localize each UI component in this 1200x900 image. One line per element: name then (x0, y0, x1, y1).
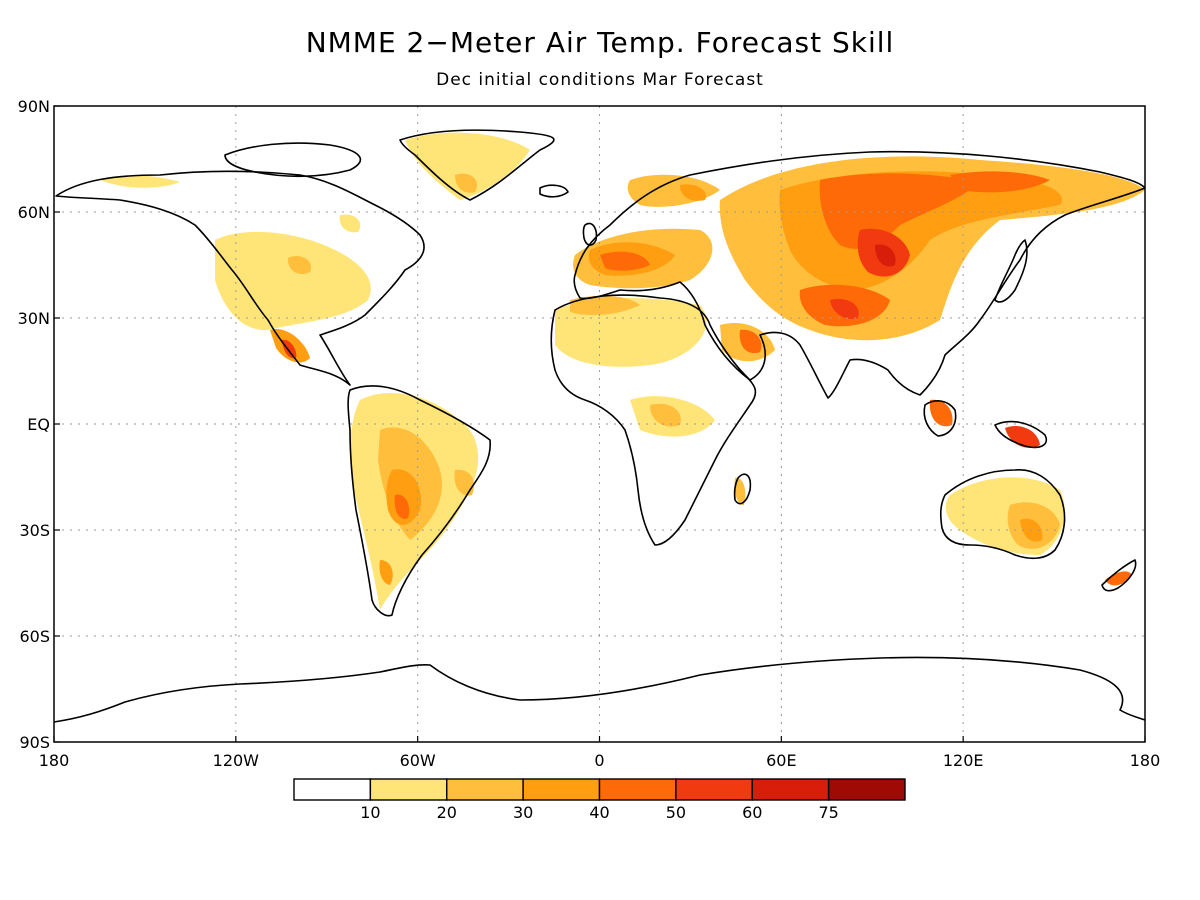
colorbar-swatch (522, 778, 601, 801)
colorbar-swatch (827, 778, 906, 801)
coastline-new-guinea (994, 420, 1047, 449)
colorbar-label: 20 (437, 803, 457, 822)
coastline-antarctica (54, 656, 1145, 723)
colorbar-label: 40 (589, 803, 609, 822)
lon-tick-label: 180 (1130, 751, 1161, 770)
coastline-borneo (923, 400, 957, 437)
coastline-uk (582, 222, 598, 246)
coastline-greenland (399, 129, 555, 201)
coastline-madagascar (733, 473, 752, 505)
skill-colorbar: 10 20 30 40 50 60 75 (293, 778, 906, 822)
shading-europe (573, 174, 720, 289)
colorbar-swatch (369, 778, 448, 801)
colorbar-swatch (751, 778, 830, 801)
lat-tick-label: 60S (19, 627, 50, 646)
colorbar-label: 10 (360, 803, 380, 822)
coastline-eurasia (573, 150, 1145, 399)
lat-tick-label: 60N (18, 203, 50, 222)
lon-tick-label: 60W (400, 751, 436, 770)
lat-tick-label: EQ (27, 415, 50, 434)
coastline-north-america (55, 170, 425, 386)
lat-tick-label: 90S (19, 733, 50, 752)
coastline-south-america (347, 385, 491, 617)
coastlines (54, 129, 1145, 723)
lon-tick-label: 180 (39, 751, 70, 770)
lon-tick-label: 120W (213, 751, 260, 770)
lat-tick-label: 30N (18, 309, 50, 328)
shading-australia (945, 425, 1132, 586)
lat-tick-label: 30S (19, 521, 50, 540)
colorbar-label: 75 (818, 803, 838, 822)
colorbar-swatch (446, 778, 524, 801)
colorbar-swatch (598, 778, 677, 801)
lon-tick-label: 120E (943, 751, 984, 770)
lon-tick-label: 60E (766, 751, 796, 770)
coastline-new-zealand (1101, 559, 1137, 592)
map-title: NMME 2−Meter Air Temp. Forecast Skill (305, 26, 895, 59)
colorbar-label: 30 (513, 803, 533, 822)
shading-greenland (405, 132, 530, 200)
coastline-australia (939, 469, 1066, 560)
lat-tick-label: 90N (18, 97, 50, 116)
coastline-japan (994, 239, 1028, 303)
shading-north-america (100, 175, 371, 363)
coastline-arctic-islands (224, 142, 362, 178)
skill-shading-layer (100, 132, 1145, 610)
shading-south-america (350, 392, 479, 610)
shading-asia (719, 156, 1145, 427)
coastline-africa (550, 294, 757, 546)
shading-africa (555, 295, 775, 506)
colorbar-swatch (293, 778, 372, 801)
coastline-iceland (539, 184, 569, 198)
colorbar-swatch (675, 778, 753, 801)
colorbar-label: 50 (666, 803, 686, 822)
map-gridlines (54, 106, 1145, 742)
lon-tick-label: 0 (594, 751, 604, 770)
colorbar-label: 60 (742, 803, 762, 822)
map-subtitle: Dec initial conditions Mar Forecast (436, 70, 764, 90)
